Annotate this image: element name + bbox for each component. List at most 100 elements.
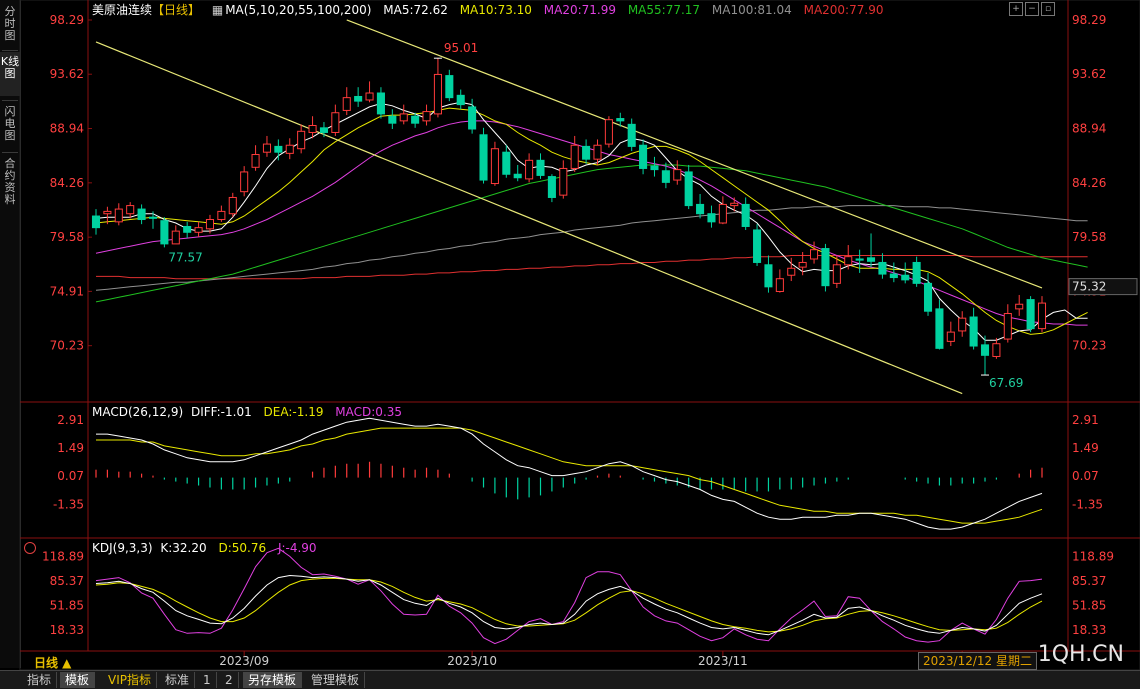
candle-body-down xyxy=(274,145,283,153)
tab-flash-chart[interactable]: 闪电图 xyxy=(4,105,16,142)
ma-label: MA(5,10,20,55,100,200) xyxy=(225,3,372,17)
kdj-axis-label-right: 85.37 xyxy=(1072,574,1106,588)
candle-body-up xyxy=(114,208,123,223)
price-axis-label-left: 88.94 xyxy=(50,122,84,136)
price-axis-label-left: 79.58 xyxy=(50,230,84,244)
kdj-label: KDJ(9,3,3) xyxy=(92,541,153,555)
candle-body-up xyxy=(194,227,203,233)
candle-body-up xyxy=(490,148,499,185)
symbol-name: 美原油连续 xyxy=(92,3,153,17)
price-axis-label-left: 70.23 xyxy=(50,339,84,353)
candle-body-down xyxy=(855,258,864,261)
candle-body-up xyxy=(832,264,841,284)
tab-vip-indicators[interactable]: VIP指标 xyxy=(103,672,157,688)
kdj-line-d xyxy=(95,577,1043,633)
candle-body-down xyxy=(536,159,545,176)
price-chart-header: 美原油连续【日线】 ▦ MA(5,10,20,55,100,200) MA5:72… xyxy=(92,2,891,18)
tab-kline-chart[interactable]: K线图 xyxy=(0,52,20,96)
candle-body-down xyxy=(696,203,705,215)
candle-body-up xyxy=(308,125,317,133)
restore-icon[interactable]: ▫ xyxy=(1041,2,1055,16)
kdj-line-j xyxy=(95,547,1043,645)
candle-body-up xyxy=(810,249,819,260)
candle-body-down xyxy=(616,118,625,122)
macd-axis-label-right: 1.49 xyxy=(1072,441,1099,455)
candle-body-down xyxy=(741,203,750,227)
candle-body-up xyxy=(251,154,260,168)
candle-body-down xyxy=(684,171,693,207)
current-price-label: 75.32 xyxy=(1072,280,1106,294)
tab-template-1[interactable]: 1 xyxy=(198,672,217,688)
candle-body-up xyxy=(559,167,568,196)
chart-frame xyxy=(19,0,1140,670)
tab-template-2[interactable]: 2 xyxy=(220,672,239,688)
channel-line xyxy=(95,41,963,395)
candle-body-down xyxy=(707,213,716,223)
tab-contract-info[interactable]: 合约资料 xyxy=(4,157,16,206)
candle-body-down xyxy=(376,92,385,115)
candle-body-up xyxy=(798,261,807,268)
macd-label: MACD(26,12,9) xyxy=(92,405,184,419)
period-tag: 【日线】 xyxy=(152,3,201,17)
macd-axis-label-right: 2.91 xyxy=(1072,413,1099,427)
ma10-value: MA10:73.10 xyxy=(459,3,532,17)
candle-body-up xyxy=(285,144,294,154)
ma100-value: MA100:81.04 xyxy=(711,3,792,17)
candle-body-up xyxy=(262,143,271,153)
kdj-axis-label-right: 118.89 xyxy=(1072,549,1114,563)
candle-body-up xyxy=(570,144,579,169)
macd-dea-line xyxy=(96,427,1043,524)
candle-body-up xyxy=(787,267,796,276)
tab-manage-templates[interactable]: 管理模板 xyxy=(306,672,366,688)
price-axis-label-left: 84.26 xyxy=(50,176,84,190)
tab-intraday-chart[interactable]: 分时图 xyxy=(4,5,16,42)
candle-body-down xyxy=(639,144,648,169)
candle-body-down xyxy=(479,134,488,181)
price-axis-label-left: 93.62 xyxy=(50,67,84,81)
ma5-value: MA5:72.62 xyxy=(383,3,448,17)
zoom-out-icon[interactable]: − xyxy=(1025,2,1039,16)
candle-body-down xyxy=(445,75,454,99)
candle-body-down xyxy=(582,145,591,160)
candle-body-up xyxy=(992,343,1001,357)
candle-body-down xyxy=(969,316,978,347)
macd-axis-label-left: 2.91 xyxy=(57,413,84,427)
price-axis-label-right: 93.62 xyxy=(1072,67,1106,81)
candle-body-up xyxy=(433,73,442,115)
candle-body-up xyxy=(365,92,374,101)
current-price-box xyxy=(1068,278,1138,296)
watermark-text: 1QH.CN xyxy=(1037,642,1124,667)
candle-body-up xyxy=(399,113,408,122)
tab-indicators[interactable]: 指标 xyxy=(22,672,58,688)
candle-body-up xyxy=(1003,313,1012,340)
ma-line-ma55 xyxy=(95,164,1088,303)
macd-macd-value: MACD:0.35 xyxy=(335,405,403,419)
candle-body-down xyxy=(319,127,328,133)
zoom-in-icon[interactable]: + xyxy=(1009,2,1023,16)
bottom-tab-bar: 指标 模板 VIP指标 标准 1 2 另存模板 管理模板 xyxy=(0,670,1140,689)
chart-canvas[interactable]: 98.29 98.29 93.62 93.62 88.94 88.94 84.26 84.26… xyxy=(0,0,1140,670)
kdj-settings-icon[interactable] xyxy=(24,542,36,554)
kdj-axis-label-left: 51.85 xyxy=(50,599,84,613)
candle-body-down xyxy=(650,165,659,171)
candle-body-down xyxy=(923,282,933,312)
ma200-value: MA200:77.90 xyxy=(803,3,884,17)
candle-body-up xyxy=(775,278,784,292)
tab-standard[interactable]: 标准 xyxy=(160,672,196,688)
ma-line-ma20 xyxy=(95,120,1088,326)
candle-body-up xyxy=(604,119,613,145)
candle-body-down xyxy=(753,229,762,263)
candle-body-down xyxy=(901,274,910,281)
kdj-axis-label-right: 51.85 xyxy=(1072,599,1106,613)
candle-body-down xyxy=(160,220,169,245)
tab-save-template[interactable]: 另存模板 xyxy=(243,672,303,688)
price-axis-label-right: 70.23 xyxy=(1072,339,1106,353)
candle-body-up xyxy=(171,230,180,245)
candle-body-up xyxy=(673,169,682,181)
candle-body-down xyxy=(183,225,192,233)
tab-templates[interactable]: 模板 xyxy=(60,672,96,688)
candle-body-down xyxy=(867,257,876,262)
macd-diff-value: DIFF:-1.01 xyxy=(190,405,252,419)
ma-config-icon[interactable]: ▦ xyxy=(211,3,224,17)
period-selector[interactable]: 日线 ▲ xyxy=(34,656,72,670)
